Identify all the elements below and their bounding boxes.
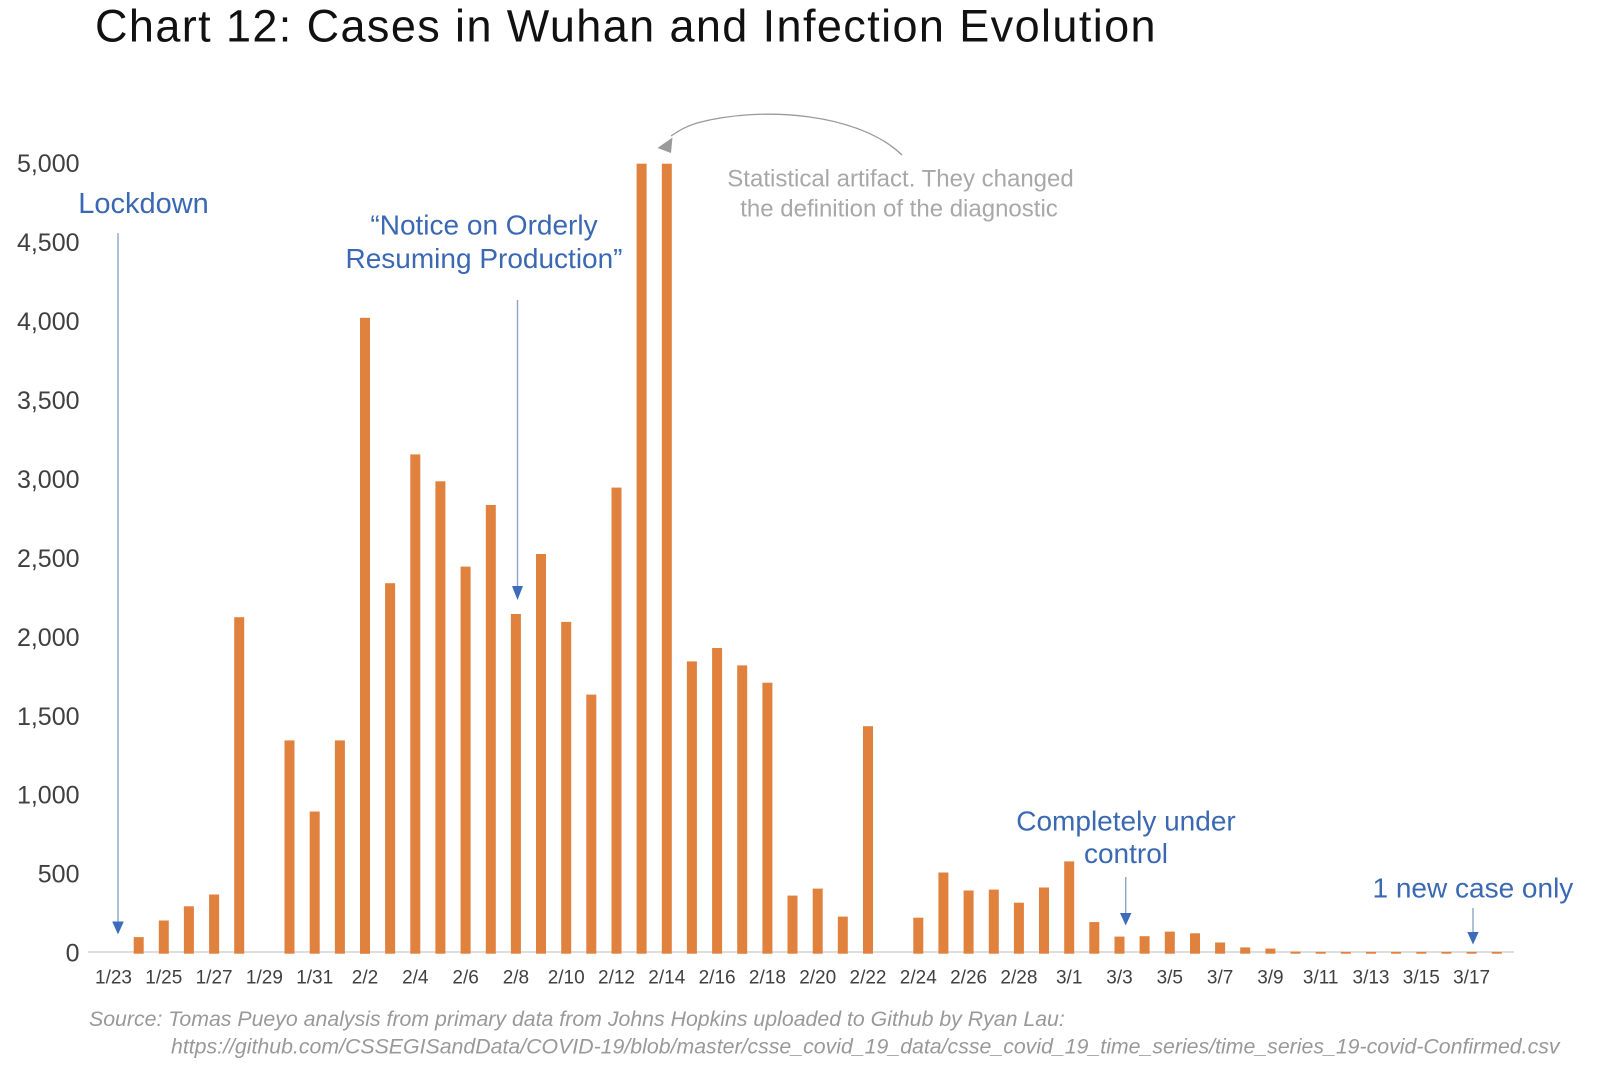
svg-text:3,500: 3,500 (17, 387, 80, 415)
svg-text:2/6: 2/6 (452, 967, 478, 988)
svg-text:2/8: 2/8 (503, 967, 529, 988)
svg-text:3,000: 3,000 (17, 466, 80, 494)
svg-text:1 new case only: 1 new case only (1373, 873, 1574, 904)
svg-text:2/4: 2/4 (402, 967, 429, 988)
svg-text:2/28: 2/28 (1000, 967, 1037, 988)
svg-text:2,000: 2,000 (17, 624, 80, 652)
svg-text:500: 500 (38, 861, 80, 889)
svg-text:3/1: 3/1 (1056, 967, 1082, 988)
svg-text:1/27: 1/27 (196, 967, 233, 988)
svg-text:2/24: 2/24 (900, 967, 937, 988)
svg-text:3/15: 3/15 (1403, 967, 1440, 988)
svg-text:4,500: 4,500 (17, 229, 80, 257)
svg-text:2,500: 2,500 (17, 545, 80, 573)
svg-text:2/10: 2/10 (548, 967, 585, 988)
svg-text:1/31: 1/31 (296, 967, 333, 988)
svg-text:2/2: 2/2 (352, 967, 378, 988)
svg-text:3/9: 3/9 (1257, 967, 1283, 988)
svg-text:3/13: 3/13 (1353, 967, 1390, 988)
svg-text:Chart 12: Cases in Wuhan and I: Chart 12: Cases in Wuhan and Infection E… (95, 1, 1157, 52)
svg-text:3/5: 3/5 (1157, 967, 1183, 988)
svg-text:2/16: 2/16 (699, 967, 736, 988)
svg-text:Completely under: Completely under (1016, 806, 1235, 837)
svg-text:the definition of the diagnost: the definition of the diagnostic (740, 196, 1058, 223)
svg-text:3/17: 3/17 (1453, 967, 1490, 988)
svg-text:4,000: 4,000 (17, 308, 80, 336)
svg-text:2/22: 2/22 (850, 967, 887, 988)
svg-text:1,000: 1,000 (17, 782, 80, 810)
svg-text:Lockdown: Lockdown (78, 188, 209, 220)
svg-text:3/11: 3/11 (1303, 967, 1339, 988)
svg-text:Statistical artifact. They cha: Statistical artifact. They changed (727, 166, 1073, 193)
svg-text:2/18: 2/18 (749, 967, 786, 988)
svg-text:1/25: 1/25 (145, 967, 182, 988)
svg-text:2/20: 2/20 (799, 967, 836, 988)
svg-text:2/12: 2/12 (598, 967, 635, 988)
svg-text:Resuming Production”: Resuming Production” (345, 243, 622, 274)
svg-text:control: control (1084, 838, 1168, 869)
svg-text:1/23: 1/23 (95, 967, 132, 988)
svg-text:5,000: 5,000 (17, 150, 80, 178)
svg-text:0: 0 (66, 940, 80, 968)
svg-text:3/3: 3/3 (1106, 967, 1132, 988)
svg-text:Source: Tomas Pueyo analysis f: Source: Tomas Pueyo analysis from primar… (89, 1007, 1065, 1031)
svg-text:2/14: 2/14 (648, 967, 685, 988)
svg-text:3/7: 3/7 (1207, 967, 1233, 988)
svg-text:2/26: 2/26 (950, 967, 987, 988)
svg-text:1/29: 1/29 (246, 967, 283, 988)
svg-text:https://github.com/CSSEGISandD: https://github.com/CSSEGISandData/COVID-… (171, 1035, 1561, 1059)
svg-text:“Notice on Orderly: “Notice on Orderly (370, 210, 597, 241)
svg-text:1,500: 1,500 (17, 703, 80, 731)
